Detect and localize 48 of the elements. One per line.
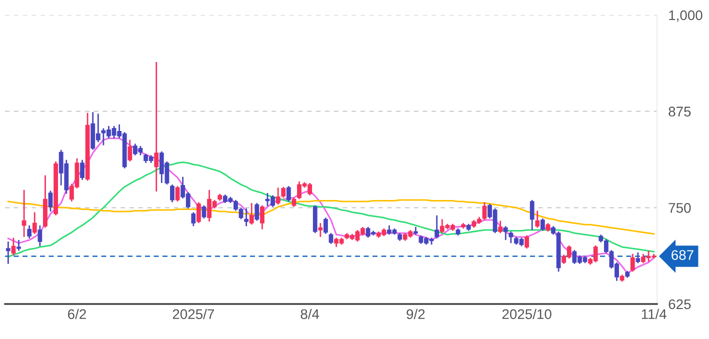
line-series [7,138,655,274]
candlestick [324,216,328,235]
candlestick [281,186,286,198]
candlestick [80,159,84,181]
y-tick-label: 1,000 [669,10,702,22]
x-tick-label: 6/2 [68,308,86,320]
x-tick-label: 2025/10 [502,308,552,320]
y-tick-label: 750 [668,203,691,213]
candlestick [482,202,487,221]
candlestick [22,189,26,238]
candlestick [48,190,53,212]
candlestick [154,61,159,192]
candlestick [498,220,503,234]
candlestick [249,202,254,226]
candlestick [170,184,174,203]
candlestick [202,204,206,220]
candlestick [11,237,16,256]
candlestick [175,185,180,202]
candlestick [535,210,540,228]
candlestick [508,230,514,244]
candlestick [630,253,635,272]
x-tick-label: 2025/7 [172,308,214,320]
candlestick [636,252,640,264]
candlestick [434,214,440,240]
candlestick [254,202,260,222]
candlestick [530,199,534,231]
candlestick [196,202,201,224]
candlestick [32,212,37,235]
candlestick [318,222,323,238]
x-tick-label: 8/4 [300,308,320,320]
candlestick [244,208,249,227]
x-tick-label: 9/2 [406,308,425,320]
candlestick [286,185,291,202]
candlestick [16,239,21,252]
candlestick [128,139,132,162]
candlestick [260,204,264,230]
candlestick [540,218,545,232]
candlestick [6,240,10,265]
candlestick [276,186,280,206]
candlestick [38,224,42,247]
candlestick [503,225,508,241]
candlestick [524,234,530,250]
candlestick [191,212,196,227]
y-tick-label: 625 [668,299,691,310]
y-tick-label: 875 [668,106,691,117]
ref-line-label: 687 [672,250,694,260]
x-tick-label: 11/4 [642,308,666,320]
candlestick [27,224,32,240]
